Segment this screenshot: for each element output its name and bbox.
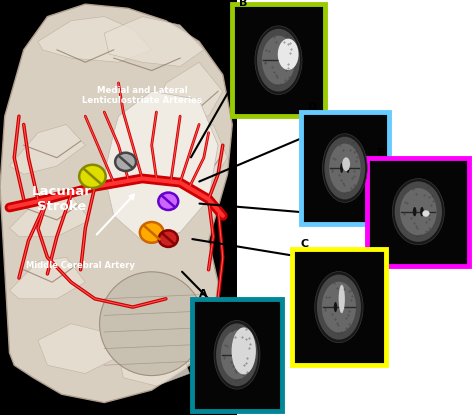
Ellipse shape: [221, 330, 253, 379]
Circle shape: [422, 210, 429, 217]
Polygon shape: [9, 257, 85, 299]
Polygon shape: [161, 62, 223, 116]
Bar: [367, 158, 469, 266]
Ellipse shape: [322, 134, 367, 203]
Ellipse shape: [395, 181, 442, 242]
Text: Middle Cerebral Artery: Middle Cerebral Artery: [26, 261, 135, 270]
Bar: [0, 0, 237, 415]
Ellipse shape: [257, 29, 300, 92]
Bar: [292, 249, 386, 365]
Bar: [232, 4, 325, 116]
Polygon shape: [9, 195, 90, 237]
Bar: [301, 112, 389, 224]
Polygon shape: [0, 4, 232, 403]
Ellipse shape: [317, 275, 361, 339]
Ellipse shape: [400, 188, 437, 235]
Ellipse shape: [324, 137, 365, 200]
Ellipse shape: [340, 163, 343, 173]
Polygon shape: [38, 17, 152, 62]
Ellipse shape: [341, 302, 344, 312]
Ellipse shape: [420, 207, 424, 216]
Circle shape: [140, 222, 164, 243]
Ellipse shape: [329, 144, 361, 193]
Text: E: E: [377, 148, 384, 158]
Polygon shape: [104, 17, 204, 66]
Polygon shape: [118, 340, 190, 386]
Polygon shape: [9, 124, 85, 174]
Ellipse shape: [413, 207, 417, 216]
Ellipse shape: [255, 26, 302, 95]
Ellipse shape: [342, 157, 350, 171]
Ellipse shape: [232, 327, 256, 374]
Polygon shape: [38, 324, 118, 374]
Ellipse shape: [216, 323, 258, 386]
Ellipse shape: [214, 320, 260, 389]
Ellipse shape: [278, 39, 299, 70]
Text: C: C: [301, 239, 309, 249]
Bar: [192, 299, 282, 411]
Text: D: D: [308, 102, 318, 112]
Ellipse shape: [392, 178, 444, 245]
Ellipse shape: [338, 285, 345, 313]
Ellipse shape: [262, 36, 295, 85]
Text: B: B: [239, 0, 248, 8]
Polygon shape: [104, 91, 218, 241]
Circle shape: [159, 230, 178, 247]
Text: Medial and Lateral
Lenticulostriate Arteries: Medial and Lateral Lenticulostriate Arte…: [82, 85, 202, 105]
Circle shape: [79, 165, 106, 188]
Text: A: A: [199, 289, 208, 299]
Ellipse shape: [346, 163, 349, 173]
Text: Lacunar
Stroke: Lacunar Stroke: [32, 185, 91, 213]
Polygon shape: [180, 124, 228, 187]
Circle shape: [158, 193, 178, 210]
Circle shape: [115, 153, 136, 171]
Ellipse shape: [334, 302, 337, 312]
Ellipse shape: [100, 272, 204, 376]
Ellipse shape: [315, 271, 363, 343]
Ellipse shape: [322, 282, 356, 332]
